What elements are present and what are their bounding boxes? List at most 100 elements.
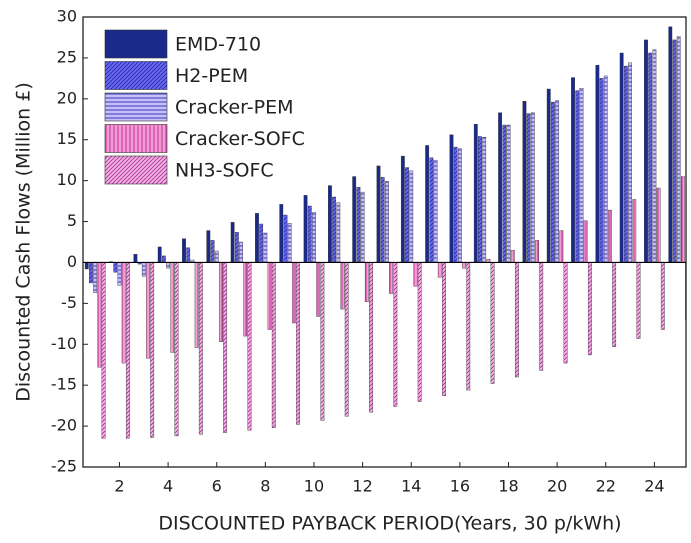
bar [522, 101, 527, 263]
bar [146, 262, 150, 359]
bar [652, 49, 657, 263]
y-tick-label: 30 [57, 7, 77, 26]
bar [206, 230, 211, 263]
bar [681, 176, 685, 263]
bar [400, 155, 405, 263]
bar [583, 220, 588, 263]
bar [612, 262, 617, 347]
bar [555, 100, 560, 263]
bar [559, 230, 564, 263]
y-tick-label: 25 [57, 47, 77, 66]
y-tick-label: -10 [51, 334, 77, 353]
x-tick-label: 2 [114, 477, 124, 496]
bar [636, 262, 641, 339]
legend-swatch [104, 92, 168, 122]
bar [648, 52, 653, 263]
bar [194, 262, 199, 348]
bar [628, 62, 632, 263]
legend-text: NH3-SOFC [175, 160, 274, 182]
bar [121, 262, 126, 364]
bar [113, 262, 118, 273]
bar [117, 262, 122, 286]
bar [369, 262, 373, 413]
x-tick-label: 10 [304, 477, 324, 496]
bar [530, 112, 535, 263]
bar [263, 232, 268, 263]
bar [587, 262, 592, 356]
bar [546, 88, 551, 263]
x-tick-label: 18 [498, 477, 518, 496]
x-tick-label: 6 [212, 477, 222, 496]
bar [170, 262, 175, 353]
bar [287, 222, 292, 263]
bar [84, 262, 89, 270]
bar [230, 222, 235, 263]
x-tick-label: 8 [260, 477, 270, 496]
bar [340, 262, 345, 310]
bar [97, 262, 102, 368]
bar [166, 262, 171, 269]
bar [352, 176, 357, 263]
plot-frame [82, 16, 687, 468]
bar [186, 247, 191, 263]
bar [389, 262, 394, 294]
bar [239, 241, 243, 263]
bar [672, 39, 677, 263]
x-tick-label: 20 [547, 477, 567, 496]
x-axis-label: DISCOUNTED PAYBACK PERIOD(Years, 30 p/kW… [158, 513, 621, 535]
bar [174, 262, 179, 437]
x-tick-label: 14 [401, 477, 421, 496]
legend-swatch [104, 155, 168, 185]
legend-text: EMD-710 [175, 34, 261, 56]
bar [234, 231, 239, 263]
bar [442, 262, 446, 397]
legend-swatch [104, 61, 168, 90]
bar [223, 262, 228, 433]
bar [425, 145, 430, 263]
y-tick-label: -15 [51, 375, 77, 394]
y-tick-label: 20 [57, 88, 77, 107]
y-tick-label: 15 [57, 129, 77, 148]
bar [279, 204, 284, 263]
bar [243, 262, 248, 337]
bar [417, 262, 422, 402]
bar [608, 209, 612, 263]
bar [449, 134, 454, 263]
bar [462, 262, 466, 269]
bar [332, 196, 337, 263]
bar [660, 262, 665, 330]
bar [356, 186, 361, 263]
x-tick-label: 24 [644, 477, 664, 496]
x-tick-label: 16 [450, 477, 470, 496]
bar [344, 262, 349, 417]
bar [219, 262, 223, 343]
bar [457, 148, 462, 263]
bar [603, 75, 608, 263]
bar [656, 187, 661, 263]
bar [271, 262, 276, 428]
bar [437, 262, 442, 278]
bar [595, 65, 600, 263]
bar [405, 167, 409, 263]
bar [255, 213, 259, 263]
bar [316, 262, 321, 317]
bar [644, 39, 648, 263]
bar [93, 262, 98, 293]
y-tick-label: 0 [67, 252, 77, 271]
bar [409, 170, 414, 263]
legend-text: H2-PEM [175, 65, 248, 87]
bar [433, 159, 438, 263]
bar [478, 136, 482, 263]
bar [575, 90, 580, 263]
bar [535, 240, 539, 263]
y-tick-label: -25 [51, 457, 77, 476]
bar [150, 262, 155, 438]
bar [539, 262, 544, 371]
bar [482, 137, 487, 263]
bars [84, 26, 686, 439]
bar [551, 101, 555, 263]
bar [453, 146, 458, 263]
bar [133, 254, 138, 263]
y-tick-label: 10 [57, 170, 77, 189]
